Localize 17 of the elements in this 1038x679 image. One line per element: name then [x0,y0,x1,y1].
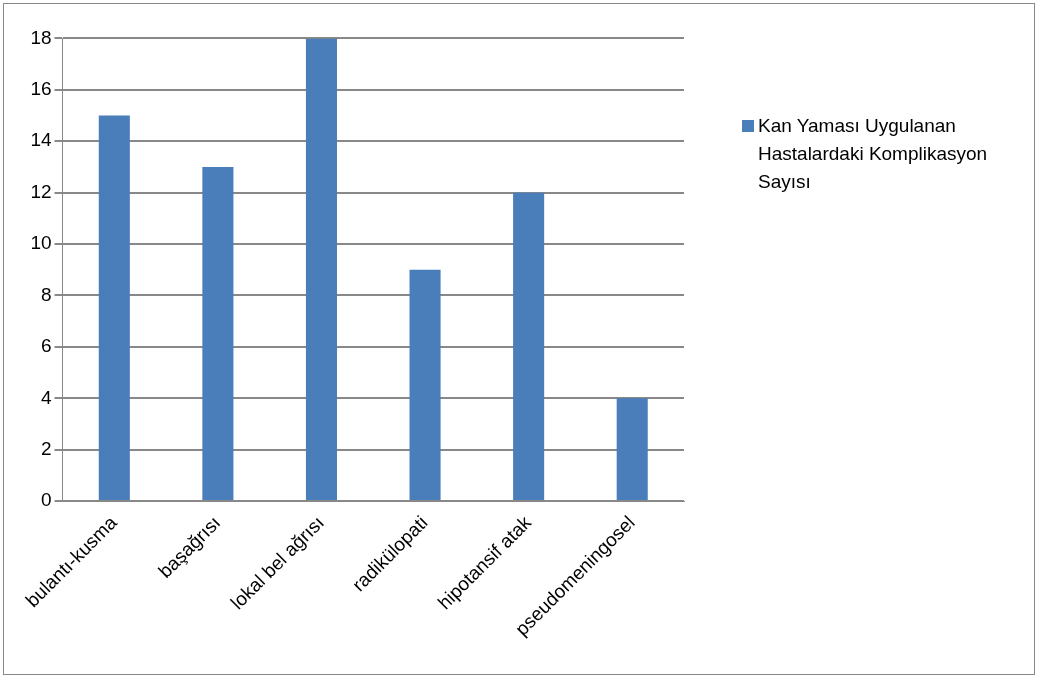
legend-label: Kan Yaması Uygulanan Hastalardaki Komplikasyon Sayısı [758,114,989,194]
y-tick-label: 0 [40,489,52,511]
bar [305,38,338,501]
bar [409,269,441,501]
y-tick-label: 8 [40,283,52,305]
y-tick-label: 4 [40,386,52,408]
y-tick-label: 2 [40,437,52,459]
y-tick-label: 14 [30,129,52,151]
y-tick-label: 12 [30,180,52,202]
y-tick-label: 16 [30,78,52,100]
bar [98,115,130,501]
bar [202,166,234,501]
bar [616,398,648,501]
y-tick-label: 6 [40,335,52,357]
y-tick-label: 10 [30,232,52,254]
y-tick-label: 18 [30,26,52,48]
bar [513,192,545,501]
